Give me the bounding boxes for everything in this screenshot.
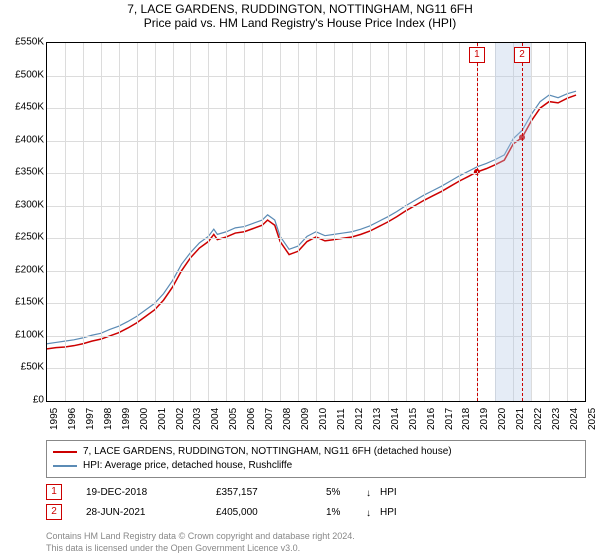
x-axis-label: 2008: [282, 408, 293, 430]
y-axis-label: £250K: [15, 232, 44, 243]
x-axis-label: 2004: [210, 408, 221, 430]
x-axis-label: 2016: [426, 408, 437, 430]
down-arrow-icon: ↓: [366, 508, 380, 519]
legend-label-1: 7, LACE GARDENS, RUDDINGTON, NOTTINGHAM,…: [83, 445, 452, 459]
sale-marker-line: [522, 43, 523, 401]
x-axis-label: 2002: [175, 408, 186, 430]
footer-line-2: This data is licensed under the Open Gov…: [46, 542, 586, 554]
chart-title-1: 7, LACE GARDENS, RUDDINGTON, NOTTINGHAM,…: [0, 2, 600, 16]
x-axis-label: 2017: [444, 408, 455, 430]
sale-row-2: 2 28-JUN-2021 £405,000 1% ↓ HPI: [46, 504, 586, 520]
x-axis-label: 2015: [408, 408, 419, 430]
sale-marker-2: 2: [46, 504, 62, 520]
down-arrow-icon: ↓: [366, 488, 380, 499]
sale-date-2: 28-JUN-2021: [86, 507, 216, 518]
y-axis-label: £0: [33, 395, 44, 406]
sale-marker-box: 2: [514, 47, 530, 63]
x-axis-label: 2024: [569, 408, 580, 430]
x-axis-label: 2025: [587, 408, 598, 430]
sale-ref-1: HPI: [380, 487, 397, 498]
x-axis-label: 2005: [228, 408, 239, 430]
x-axis-label: 2011: [336, 408, 347, 430]
y-axis-label: £450K: [15, 102, 44, 113]
sale-row-1: 1 19-DEC-2018 £357,157 5% ↓ HPI: [46, 484, 586, 500]
legend-box: 7, LACE GARDENS, RUDDINGTON, NOTTINGHAM,…: [46, 440, 586, 478]
highlight-band: [495, 43, 531, 401]
legend-swatch-2: [53, 465, 77, 467]
y-axis-label: £550K: [15, 37, 44, 48]
sale-pct-1: 5%: [326, 487, 366, 498]
x-axis-label: 2014: [390, 408, 401, 430]
sale-marker-1: 1: [46, 484, 62, 500]
x-axis-label: 1998: [103, 408, 114, 430]
x-axis-label: 2010: [318, 408, 329, 430]
x-axis-label: 2021: [515, 408, 526, 430]
sale-date-1: 19-DEC-2018: [86, 487, 216, 498]
x-axis-label: 1999: [121, 408, 132, 430]
footer-text: Contains HM Land Registry data © Crown c…: [46, 530, 586, 554]
x-axis-label: 2020: [497, 408, 508, 430]
y-axis-label: £100K: [15, 329, 44, 340]
x-axis-label: 2013: [372, 408, 383, 430]
x-axis-label: 2007: [264, 408, 275, 430]
x-axis-label: 1995: [49, 408, 60, 430]
y-axis-label: £150K: [15, 297, 44, 308]
x-axis-label: 2009: [300, 408, 311, 430]
x-axis-label: 2019: [479, 408, 490, 430]
footer-line-1: Contains HM Land Registry data © Crown c…: [46, 530, 586, 542]
x-axis-label: 2003: [192, 408, 203, 430]
chart-plot: 12: [46, 42, 586, 402]
x-axis-label: 2001: [157, 408, 168, 430]
legend-item-2: HPI: Average price, detached house, Rush…: [53, 459, 579, 473]
x-axis-label: 2006: [246, 408, 257, 430]
y-axis-label: £500K: [15, 69, 44, 80]
y-axis-label: £350K: [15, 167, 44, 178]
y-axis-label: £50K: [21, 362, 44, 373]
y-axis-label: £200K: [15, 264, 44, 275]
x-axis-label: 1996: [67, 408, 78, 430]
sale-price-1: £357,157: [216, 487, 326, 498]
x-axis-label: 1997: [85, 408, 96, 430]
sale-marker-box: 1: [469, 47, 485, 63]
y-axis-label: £300K: [15, 199, 44, 210]
x-axis-label: 2023: [551, 408, 562, 430]
x-axis-label: 2012: [354, 408, 365, 430]
sale-ref-2: HPI: [380, 507, 397, 518]
sale-marker-line: [477, 43, 478, 401]
legend-item-1: 7, LACE GARDENS, RUDDINGTON, NOTTINGHAM,…: [53, 445, 579, 459]
sale-pct-2: 1%: [326, 507, 366, 518]
x-axis-label: 2018: [461, 408, 472, 430]
x-axis-label: 2022: [533, 408, 544, 430]
y-axis-label: £400K: [15, 134, 44, 145]
x-axis-label: 2000: [139, 408, 150, 430]
sale-price-2: £405,000: [216, 507, 326, 518]
legend-label-2: HPI: Average price, detached house, Rush…: [83, 459, 292, 473]
legend-swatch-1: [53, 451, 77, 453]
chart-title-2: Price paid vs. HM Land Registry's House …: [0, 16, 600, 30]
